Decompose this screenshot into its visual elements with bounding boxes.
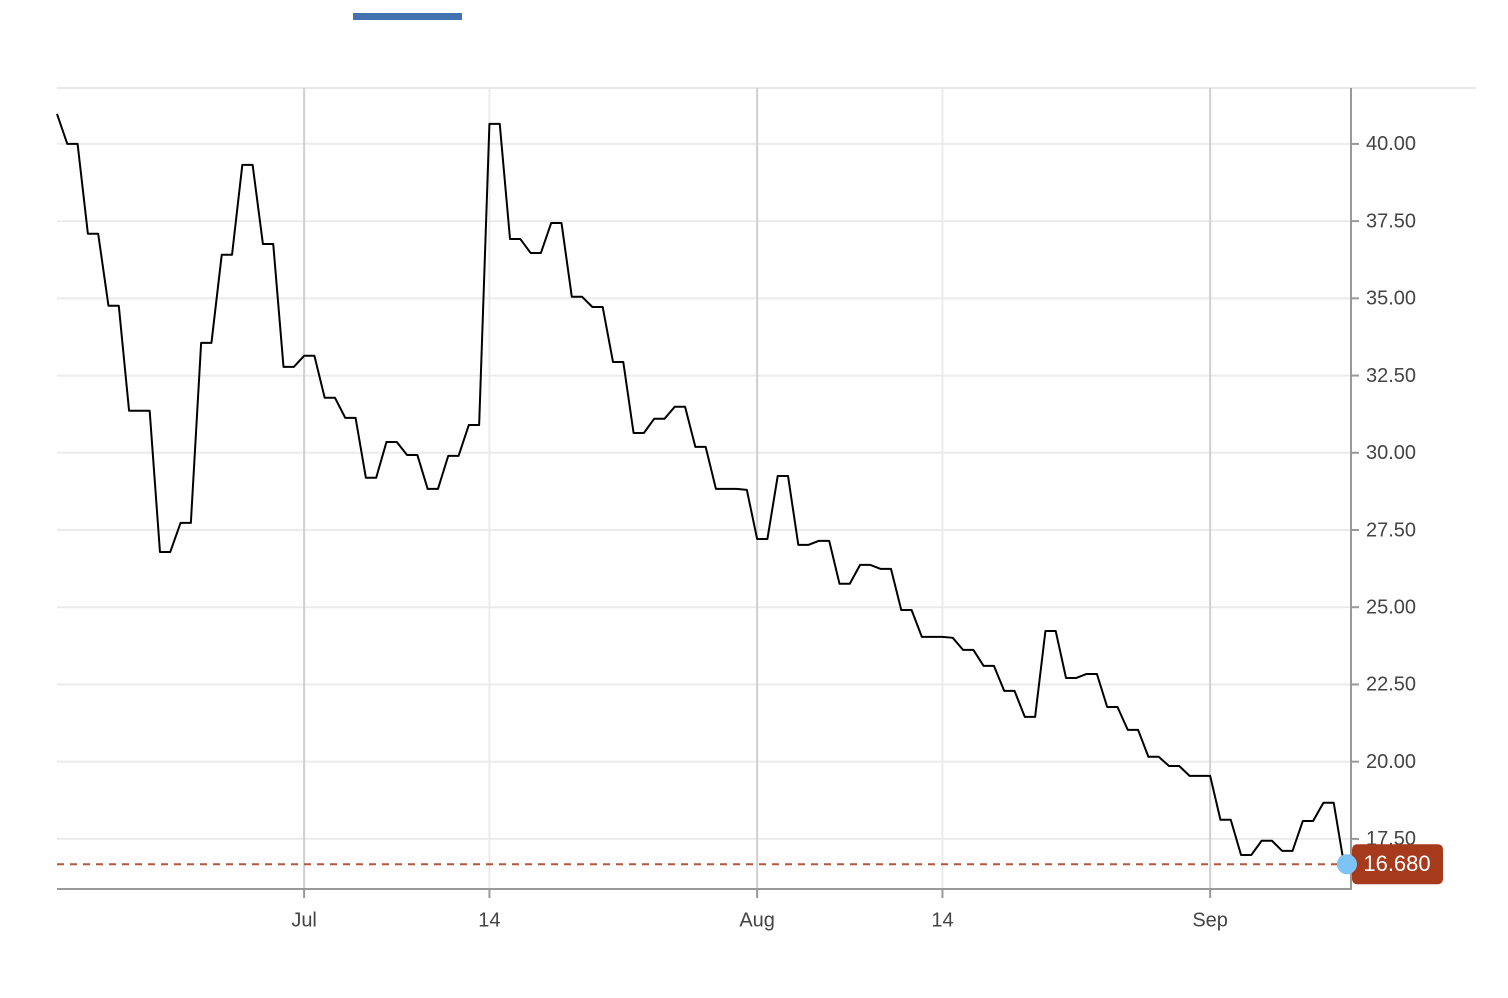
price-line: [56, 113, 1345, 865]
y-tick-label: 40.00: [1366, 133, 1416, 155]
x-tick-label: Jul: [291, 909, 317, 931]
x-tick-label: Aug: [739, 909, 775, 931]
labels: 17.5020.0022.5025.0027.5030.0032.5035.00…: [291, 133, 1443, 931]
y-tick-label: 20.00: [1366, 751, 1416, 773]
y-tick-label: 25.00: [1366, 597, 1416, 619]
plot: [56, 113, 1357, 875]
tab-indicator: [353, 13, 462, 20]
grid: [57, 88, 1351, 888]
value-badge-label: 16.680: [1363, 851, 1430, 876]
x-tick-label: 14: [931, 909, 953, 931]
x-tick-label: 14: [478, 909, 500, 931]
y-tick-label: 37.50: [1366, 210, 1416, 232]
y-tick-label: 27.50: [1366, 519, 1416, 541]
value-badge: [1352, 844, 1443, 885]
last-point-dot: [1337, 854, 1357, 875]
x-tick-label: Sep: [1192, 909, 1228, 931]
y-tick-label: 22.50: [1366, 674, 1416, 696]
y-tick-label: 30.00: [1366, 442, 1416, 464]
y-tick-label: 32.50: [1366, 365, 1416, 387]
y-tick-label: 35.00: [1366, 288, 1416, 310]
